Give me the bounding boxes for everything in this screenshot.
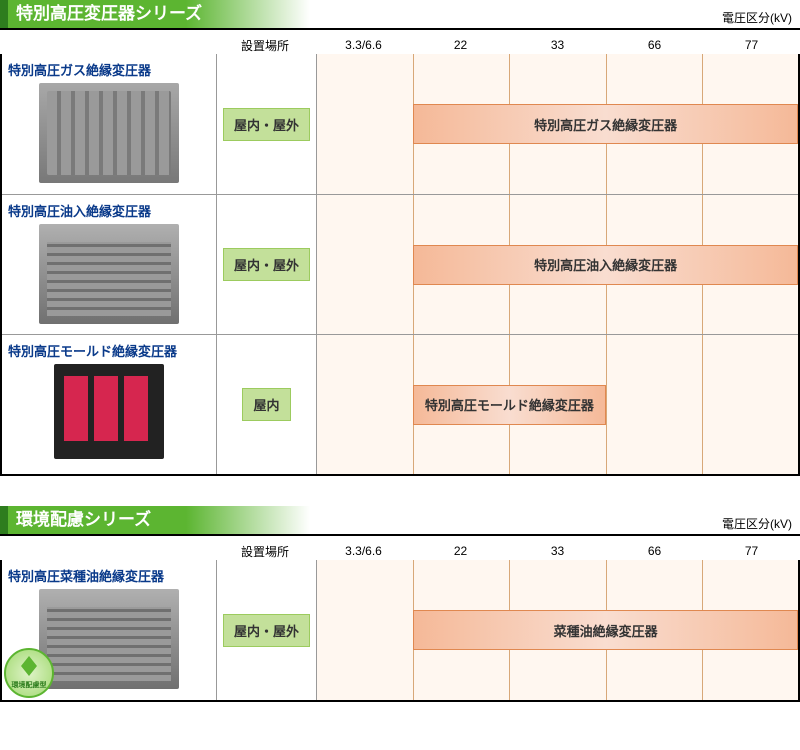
voltage-header: 66 bbox=[648, 38, 661, 52]
voltage-header: 33 bbox=[551, 544, 564, 558]
col-location-header: 設置場所 bbox=[215, 37, 315, 54]
product-name: 特別高圧ガス絶縁変圧器 bbox=[8, 60, 210, 79]
voltage-headers: 3.3/6.6 22 33 66 77 bbox=[315, 536, 800, 560]
voltage-range-bar: 特別高圧油入絶縁変圧器 bbox=[413, 245, 798, 285]
section-title-wrap: 環境配慮シリーズ bbox=[0, 506, 310, 534]
voltage-header: 77 bbox=[745, 38, 758, 52]
product-image bbox=[39, 589, 179, 689]
section-header: 特別高圧変圧器シリーズ 電圧区分(kV) bbox=[0, 0, 800, 30]
series-section: 環境配慮シリーズ 電圧区分(kV) 設置場所 3.3/6.6 22 33 66 77 特別高圧菜… bbox=[0, 506, 800, 702]
voltage-header: 77 bbox=[745, 544, 758, 558]
voltage-cell: 特別高圧モールド絶縁変圧器 bbox=[317, 335, 798, 474]
product-name: 特別高圧モールド絶縁変圧器 bbox=[8, 341, 210, 360]
series-section: 特別高圧変圧器シリーズ 電圧区分(kV) 設置場所 3.3/6.6 22 33 66 77 特別… bbox=[0, 0, 800, 476]
voltage-range-bar: 特別高圧モールド絶縁変圧器 bbox=[413, 385, 605, 425]
product-image bbox=[54, 364, 164, 459]
section-header: 環境配慮シリーズ 電圧区分(kV) bbox=[0, 506, 800, 536]
voltage-range-bar: 特別高圧ガス絶縁変圧器 bbox=[413, 104, 798, 144]
product-cell: 特別高圧ガス絶縁変圧器 bbox=[2, 54, 217, 194]
product-name: 特別高圧菜種油絶縁変圧器 bbox=[8, 566, 210, 585]
eco-badge-icon: 環境配慮型 bbox=[4, 648, 54, 698]
location-badge: 屋内・屋外 bbox=[223, 248, 310, 281]
location-cell: 屋内 bbox=[217, 335, 317, 474]
product-row: 特別高圧菜種油絶縁変圧器環境配慮型屋内・屋外菜種油絶縁変圧器 bbox=[2, 560, 798, 700]
voltage-cell: 特別高圧ガス絶縁変圧器 bbox=[317, 54, 798, 194]
location-badge: 屋内・屋外 bbox=[223, 108, 310, 141]
product-cell: 特別高圧菜種油絶縁変圧器環境配慮型 bbox=[2, 560, 217, 700]
unit-label: 電圧区分(kV) bbox=[722, 9, 792, 26]
column-headers: 設置場所 3.3/6.6 22 33 66 77 bbox=[0, 536, 800, 560]
voltage-gridline bbox=[606, 335, 607, 474]
product-row: 特別高圧油入絶縁変圧器屋内・屋外特別高圧油入絶縁変圧器 bbox=[2, 194, 798, 334]
section-title: 特別高圧変圧器シリーズ bbox=[0, 0, 310, 28]
location-badge: 屋内 bbox=[242, 388, 290, 421]
voltage-header: 3.3/6.6 bbox=[345, 38, 382, 52]
voltage-range-bar: 菜種油絶縁変圧器 bbox=[413, 610, 798, 650]
voltage-cell: 菜種油絶縁変圧器 bbox=[317, 560, 798, 700]
voltage-header: 3.3/6.6 bbox=[345, 544, 382, 558]
location-cell: 屋内・屋外 bbox=[217, 54, 317, 194]
location-cell: 屋内・屋外 bbox=[217, 560, 317, 700]
voltage-cell: 特別高圧油入絶縁変圧器 bbox=[317, 195, 798, 334]
product-image bbox=[39, 83, 179, 183]
product-row: 特別高圧ガス絶縁変圧器屋内・屋外特別高圧ガス絶縁変圧器 bbox=[2, 54, 798, 194]
voltage-header: 22 bbox=[454, 38, 467, 52]
product-name: 特別高圧油入絶縁変圧器 bbox=[8, 201, 210, 220]
voltage-header: 33 bbox=[551, 38, 564, 52]
section-title-wrap: 特別高圧変圧器シリーズ bbox=[0, 0, 310, 28]
column-headers: 設置場所 3.3/6.6 22 33 66 77 bbox=[0, 30, 800, 54]
series-table: 特別高圧ガス絶縁変圧器屋内・屋外特別高圧ガス絶縁変圧器特別高圧油入絶縁変圧器屋内… bbox=[0, 54, 800, 476]
product-row: 特別高圧モールド絶縁変圧器屋内特別高圧モールド絶縁変圧器 bbox=[2, 334, 798, 474]
series-table: 特別高圧菜種油絶縁変圧器環境配慮型屋内・屋外菜種油絶縁変圧器 bbox=[0, 560, 800, 702]
section-title: 環境配慮シリーズ bbox=[0, 506, 310, 534]
voltage-header: 22 bbox=[454, 544, 467, 558]
col-location-header: 設置場所 bbox=[215, 543, 315, 560]
unit-label: 電圧区分(kV) bbox=[722, 515, 792, 532]
voltage-gridline bbox=[702, 335, 703, 474]
product-image bbox=[39, 224, 179, 324]
location-cell: 屋内・屋外 bbox=[217, 195, 317, 334]
product-cell: 特別高圧モールド絶縁変圧器 bbox=[2, 335, 217, 474]
voltage-header: 66 bbox=[648, 544, 661, 558]
voltage-headers: 3.3/6.6 22 33 66 77 bbox=[315, 30, 800, 54]
product-cell: 特別高圧油入絶縁変圧器 bbox=[2, 195, 217, 334]
location-badge: 屋内・屋外 bbox=[223, 614, 310, 647]
